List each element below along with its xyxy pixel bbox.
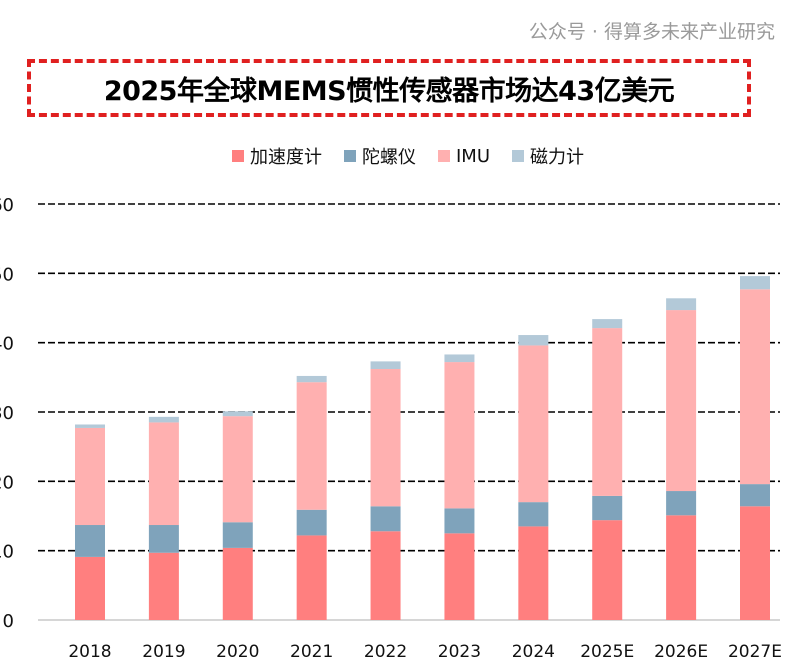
bar-磁力计-2019 xyxy=(148,416,179,423)
x-tick-label: 2024 xyxy=(512,642,555,662)
bar-磁力计-2021 xyxy=(296,375,327,383)
bar-IMU-2022 xyxy=(370,369,401,507)
bar-加速度计-2022 xyxy=(370,531,401,620)
bar-加速度计-2024 xyxy=(518,526,549,620)
y-tick-label: 0 xyxy=(3,611,14,632)
x-tick-label: 2019 xyxy=(142,642,185,662)
bar-磁力计-2020 xyxy=(222,411,253,417)
bar-IMU-2026E xyxy=(666,310,697,492)
bar-陀螺仪-2023 xyxy=(444,508,475,534)
bar-磁力计-2027E xyxy=(740,276,770,290)
bar-加速度计-2023 xyxy=(444,533,475,620)
bar-IMU-2018 xyxy=(75,427,105,526)
title-box: 2025年全球MEMS惯性传感器市场达43亿美元 xyxy=(27,59,751,117)
bar-磁力计-2025E xyxy=(592,319,623,329)
legend-item-imu: IMU xyxy=(438,143,490,169)
bar-陀螺仪-2026E xyxy=(666,491,697,516)
bar-磁力计-2024 xyxy=(518,335,549,346)
x-tick-label: 2020 xyxy=(216,642,259,662)
bar-磁力计-2018 xyxy=(75,424,105,428)
bar-IMU-2027E xyxy=(740,289,770,485)
bar-加速度计-2019 xyxy=(148,552,179,620)
legend-label: 陀螺仪 xyxy=(362,147,416,168)
y-tick-label: 30 xyxy=(0,403,14,424)
bar-加速度计-2020 xyxy=(222,547,253,620)
legend-item-accelerometer: 加速度计 xyxy=(232,143,322,169)
bar-IMU-2024 xyxy=(518,345,549,503)
legend-swatch xyxy=(344,150,356,162)
x-tick-label: 2023 xyxy=(438,642,481,662)
bar-IMU-2021 xyxy=(296,382,327,510)
legend-swatch xyxy=(232,150,244,162)
bar-磁力计-2026E xyxy=(666,298,697,311)
watermark: 公众号 · 得算多未来产业研究 xyxy=(528,21,775,43)
legend-swatch xyxy=(438,150,450,162)
bar-IMU-2020 xyxy=(222,416,253,523)
legend: 加速度计 陀螺仪 IMU 磁力计 xyxy=(232,143,584,169)
bar-陀螺仪-2019 xyxy=(148,525,179,553)
legend-label: IMU xyxy=(456,145,491,167)
bar-加速度计-2025E xyxy=(592,520,623,620)
legend-label: 加速度计 xyxy=(250,147,322,168)
bar-IMU-2019 xyxy=(148,422,179,526)
bar-加速度计-2027E xyxy=(740,506,770,620)
bar-陀螺仪-2022 xyxy=(370,506,401,532)
legend-label: 磁力计 xyxy=(530,147,585,168)
chart-title: 2025年全球MEMS惯性传感器市场达43亿美元 xyxy=(103,75,675,107)
legend-item-magnetometer: 磁力计 xyxy=(512,143,584,169)
y-tick-label: 20 xyxy=(0,472,14,493)
y-tick-label: 10 xyxy=(0,542,14,563)
bar-陀螺仪-2025E xyxy=(592,495,623,521)
legend-swatch xyxy=(512,150,525,162)
x-tick-label: 2022 xyxy=(364,642,407,662)
bar-加速度计-2026E xyxy=(666,515,697,620)
bar-加速度计-2021 xyxy=(296,535,327,620)
y-tick-label: 50 xyxy=(0,264,14,285)
bar-陀螺仪-2020 xyxy=(222,522,253,548)
x-tick-label: 2026E xyxy=(654,642,708,662)
bar-陀螺仪-2027E xyxy=(740,484,770,507)
x-tick-label: 2027E xyxy=(728,642,782,662)
x-tick-label: 2025E xyxy=(580,642,634,662)
bar-陀螺仪-2018 xyxy=(75,525,105,557)
y-tick-label: 60 xyxy=(0,195,14,216)
x-tick-label: 2018 xyxy=(68,642,111,662)
bar-陀螺仪-2021 xyxy=(296,509,327,536)
bar-磁力计-2022 xyxy=(370,361,401,370)
x-tick-label: 2021 xyxy=(290,642,333,662)
bar-加速度计-2018 xyxy=(75,556,105,620)
y-tick-label: 40 xyxy=(0,334,14,355)
bar-IMU-2025E xyxy=(592,328,623,496)
legend-item-gyroscope: 陀螺仪 xyxy=(344,143,416,169)
bar-磁力计-2023 xyxy=(444,354,475,363)
bar-IMU-2023 xyxy=(444,362,475,509)
bar-陀螺仪-2024 xyxy=(518,502,549,527)
